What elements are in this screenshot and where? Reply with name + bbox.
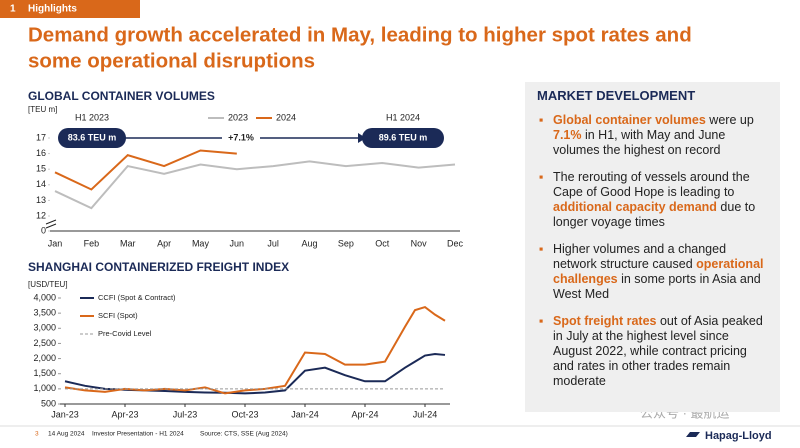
x-tick-label: Mar bbox=[120, 238, 136, 248]
legend-label: SCFI (Spot) bbox=[98, 311, 138, 320]
y-tick-label: 2,000 bbox=[33, 353, 56, 363]
x-tick-label: Sep bbox=[338, 238, 354, 248]
chart-title: GLOBAL CONTAINER VOLUMES bbox=[28, 89, 215, 103]
x-tick-label: Nov bbox=[411, 238, 428, 248]
footer-source: Source: CTS, SSE (Aug 2024) bbox=[200, 431, 288, 438]
annotation: 89.6 TEU m bbox=[379, 132, 428, 142]
pill bbox=[58, 128, 126, 148]
y-tick-label: 500 bbox=[41, 398, 56, 408]
x-tick-label: Jan-24 bbox=[291, 409, 319, 419]
series-line bbox=[64, 305, 446, 395]
series-line bbox=[54, 149, 237, 191]
bullet: Spot freight rates out of Asia peaked in… bbox=[537, 314, 768, 389]
logo: Hapag-Lloyd bbox=[705, 430, 772, 442]
x-tick-label: Jul-23 bbox=[173, 409, 198, 419]
annotation: 83.6 TEU m bbox=[68, 132, 117, 142]
annotation: H1 2023 bbox=[75, 112, 109, 122]
x-tick-label: Apr-24 bbox=[351, 409, 378, 419]
x-tick-label: Apr bbox=[157, 238, 171, 248]
bullet: Higher volumes and a changed network str… bbox=[537, 242, 768, 302]
annotation: +7.1% bbox=[228, 132, 254, 142]
x-tick-label: Jun bbox=[230, 238, 245, 248]
x-tick-label: Oct-23 bbox=[231, 409, 258, 419]
bullet-list: Global container volumes were up 7.1% in… bbox=[537, 113, 768, 389]
y-tick-label: 17 bbox=[36, 132, 46, 142]
title: Demand growth accelerated in May, leadin… bbox=[28, 23, 692, 46]
x-tick-label: Jul bbox=[267, 238, 279, 248]
y-tick-label: 1,500 bbox=[33, 368, 56, 378]
y-tick-label: 3,000 bbox=[33, 323, 56, 333]
y-tick-label: 15 bbox=[36, 164, 46, 174]
y-tick-label: 16 bbox=[36, 148, 46, 158]
footer-doc: Investor Presentation - H1 2024 bbox=[92, 431, 184, 438]
y-tick-label: 12 bbox=[36, 210, 46, 220]
legend-label: 2024 bbox=[276, 112, 296, 122]
legend-label: CCFI (Spot & Contract) bbox=[98, 293, 176, 302]
bullet-text: were up bbox=[705, 113, 754, 127]
axis-break bbox=[45, 219, 57, 229]
title: some operational disruptions bbox=[28, 49, 315, 72]
panel-title: MARKET DEVELOPMENT bbox=[537, 88, 696, 103]
bullet-text: additional capacity demand bbox=[553, 200, 717, 214]
legend-label: Pre-Covid Level bbox=[98, 329, 152, 338]
x-tick-label: Oct bbox=[375, 238, 390, 248]
page-number: 3 bbox=[35, 431, 39, 438]
x-tick-label: Jul-24 bbox=[413, 409, 438, 419]
section-label: Highlights bbox=[28, 4, 77, 15]
logo-mark bbox=[686, 432, 700, 437]
y-tick-label: 13 bbox=[36, 195, 46, 205]
y-tick-label: 2,500 bbox=[33, 338, 56, 348]
bullet-text: out of Asia peaked in July at the highes… bbox=[553, 314, 763, 388]
bullet-text: 7.1% bbox=[553, 128, 582, 142]
growth-bg bbox=[222, 131, 260, 145]
x-tick-label: Dec bbox=[447, 238, 464, 248]
series-line bbox=[64, 353, 446, 395]
y-tick-label: 3,500 bbox=[33, 308, 56, 318]
section-bar bbox=[0, 0, 140, 18]
section-number: 1 bbox=[10, 4, 16, 15]
x-tick-label: May bbox=[192, 238, 210, 248]
bullet-text: in H1, with May and June volumes the hig… bbox=[553, 128, 726, 157]
bullet-text: operational challenges bbox=[553, 257, 764, 286]
bullet: Global container volumes were up 7.1% in… bbox=[537, 113, 768, 158]
series-line bbox=[54, 160, 456, 210]
x-tick-label: Feb bbox=[84, 238, 100, 248]
y-unit: [USD/TEU] bbox=[28, 280, 68, 289]
bullet-text: Global container volumes bbox=[553, 113, 706, 127]
y-tick-label: 4,000 bbox=[33, 292, 56, 302]
annotation: H1 2024 bbox=[386, 112, 420, 122]
x-tick-label: Jan bbox=[48, 238, 63, 248]
y-unit: [TEU m] bbox=[28, 105, 57, 114]
market-panel: MARKET DEVELOPMENT Global container volu… bbox=[525, 82, 780, 412]
chart-title: SHANGHAI CONTAINERIZED FREIGHT INDEX bbox=[28, 260, 289, 274]
y-tick-label: 1,000 bbox=[33, 383, 56, 393]
bullet: The rerouting of vessels around the Cape… bbox=[537, 170, 768, 230]
legend-label: 2023 bbox=[228, 112, 248, 122]
pill bbox=[362, 128, 444, 148]
bullet-text: Higher volumes and a changed network str… bbox=[553, 242, 727, 271]
x-tick-label: Apr-23 bbox=[111, 409, 138, 419]
bullet-text: The rerouting of vessels around the Cape… bbox=[553, 170, 750, 199]
x-tick-label: Aug bbox=[302, 238, 318, 248]
bullet-text: in some ports in Asia and West Med bbox=[553, 272, 761, 301]
x-tick-label: Jan-23 bbox=[51, 409, 79, 419]
bullet-text: Spot freight rates bbox=[553, 314, 657, 328]
y-tick-label: 0 bbox=[41, 225, 46, 235]
bullet-text: due to longer voyage times bbox=[553, 200, 756, 229]
y-tick-label: 14 bbox=[36, 179, 46, 189]
footer-date: 14 Aug 2024 bbox=[48, 431, 85, 438]
